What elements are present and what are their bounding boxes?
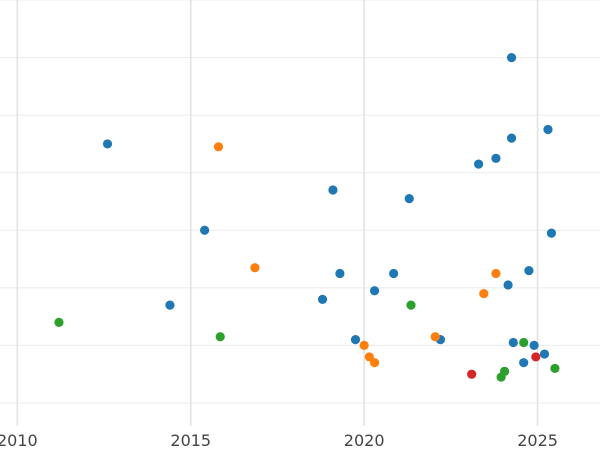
data-point-series0-13 (503, 280, 513, 290)
data-point-series1-7 (491, 268, 501, 279)
data-point-series0-2 (200, 225, 210, 235)
data-points (54, 52, 560, 382)
x-tick-label-2020: 2020 (344, 431, 385, 450)
data-point-series2-4 (500, 366, 510, 376)
data-point-series0-17 (519, 358, 529, 368)
x-tick-label-2010: 2010 (0, 431, 38, 450)
data-point-series0-7 (369, 286, 380, 296)
data-point-series0-12 (491, 153, 501, 163)
data-point-series0-16 (508, 337, 518, 348)
data-point-series1-0 (213, 142, 224, 152)
gridlines (0, 0, 600, 426)
data-point-series0-18 (524, 265, 534, 276)
data-point-series0-15 (506, 52, 517, 63)
data-point-series1-5 (430, 332, 440, 342)
data-point-series3-1 (531, 352, 541, 362)
data-point-series0-22 (546, 228, 557, 238)
data-point-series0-9 (404, 194, 414, 204)
data-point-series0-19 (529, 340, 539, 351)
data-point-series0-6 (350, 335, 361, 345)
data-point-series2-1 (215, 332, 225, 342)
data-point-series0-1 (165, 300, 175, 310)
data-point-series1-1 (250, 263, 260, 273)
data-point-series3-0 (467, 369, 477, 379)
data-point-series0-3 (317, 294, 328, 304)
data-point-series0-5 (335, 268, 345, 279)
data-point-series2-0 (54, 317, 64, 327)
data-point-series0-8 (389, 268, 399, 279)
data-point-series1-2 (359, 340, 369, 351)
x-axis-tick-labels: 2010 2015 2020 2025 (0, 431, 558, 450)
data-point-series0-14 (506, 133, 517, 143)
data-point-series2-6 (550, 363, 560, 374)
data-point-series1-4 (369, 358, 380, 368)
data-point-series0-21 (543, 124, 553, 135)
x-tick-label-2015: 2015 (170, 431, 211, 450)
data-point-series2-2 (406, 300, 416, 310)
data-point-series0-0 (102, 139, 113, 149)
data-point-series2-5 (519, 337, 529, 348)
x-tick-label-2025: 2025 (517, 431, 558, 450)
data-point-series0-11 (474, 159, 484, 169)
data-point-series0-20 (539, 349, 550, 359)
data-point-series1-6 (479, 288, 489, 299)
data-point-series0-4 (328, 185, 338, 195)
